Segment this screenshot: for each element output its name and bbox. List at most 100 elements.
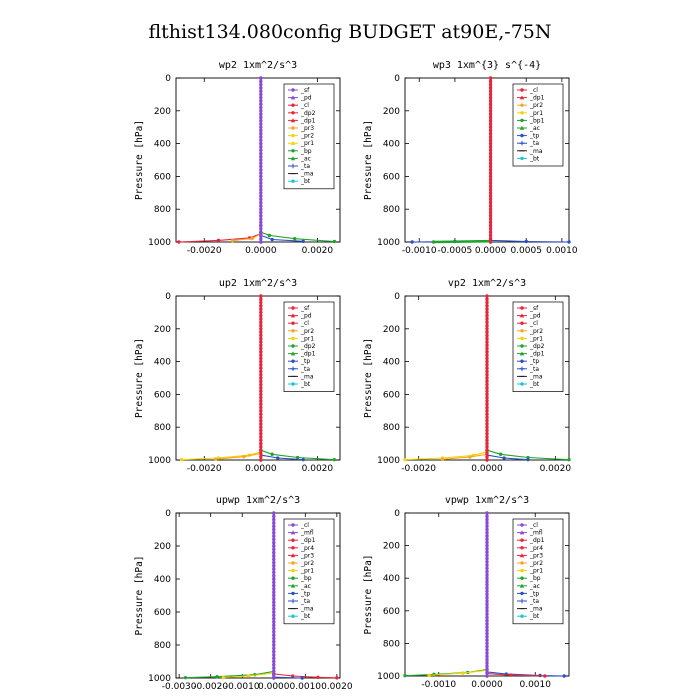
- profile-point: [272, 534, 276, 538]
- legend-label: _pd: [300, 313, 312, 320]
- profile-point: [272, 626, 276, 631]
- profile-point: [485, 547, 489, 551]
- legend-label: _mfl: [529, 530, 543, 537]
- profile-point: [485, 386, 489, 390]
- y-tick-label: 1000: [377, 672, 400, 682]
- profile-point: [259, 448, 263, 452]
- legend-marker: [291, 546, 295, 550]
- profile-point: [485, 412, 489, 416]
- profile-point: [485, 651, 489, 655]
- profile-point: [259, 412, 263, 416]
- legend-label: _cl: [300, 320, 309, 327]
- profile-point: [526, 457, 530, 462]
- profile-point: [259, 138, 263, 143]
- legend-marker: [291, 359, 295, 363]
- x-tick-label: -0.0020: [187, 246, 222, 256]
- profile-point: [509, 673, 513, 677]
- legend-label: _ta: [529, 598, 539, 605]
- legend-marker: [520, 538, 524, 542]
- chart-panel-4: vp2 1xm^2/s^3 Pressure [hPa] 0 200 400 600 800…: [363, 278, 571, 474]
- legend-label: _cl: [529, 87, 538, 94]
- legend-marker: [291, 591, 295, 596]
- y-tick-label: 1000: [148, 674, 171, 684]
- profile-point: [272, 527, 276, 532]
- profile-point: [259, 409, 263, 413]
- legend-marker: [291, 538, 295, 542]
- profile-point: [259, 227, 263, 231]
- profile-point: [259, 194, 263, 198]
- profile-point: [259, 297, 263, 301]
- profile-point: [488, 82, 493, 87]
- profile-point: [485, 661, 489, 665]
- profile-point: [485, 317, 489, 321]
- profile-point: [259, 451, 263, 456]
- profile-point: [567, 457, 571, 462]
- profile-point: [485, 458, 489, 462]
- profile-point: [488, 217, 493, 221]
- profile-point: [485, 376, 489, 380]
- profile-point: [485, 667, 489, 672]
- profile-point: [485, 654, 489, 659]
- legend-label: _pd: [529, 313, 541, 320]
- y-tick-label: 1000: [377, 238, 400, 248]
- profile-point: [427, 673, 431, 678]
- profile-point: [270, 452, 274, 456]
- profile-point: [272, 531, 276, 535]
- legend-marker: [520, 359, 524, 363]
- y-tick-label: 200: [154, 325, 171, 335]
- legend-marker: [290, 118, 296, 123]
- profile-point: [259, 323, 263, 328]
- profile-point: [488, 233, 493, 238]
- profile-point: [485, 592, 489, 597]
- profile-point: [272, 521, 276, 525]
- profile-point: [259, 181, 263, 185]
- x-tick-label: 0.0000: [245, 246, 277, 256]
- profile-point: [259, 392, 263, 397]
- profile-point: [272, 590, 276, 594]
- y-tick-label: 1000: [148, 456, 171, 466]
- profile-point: [272, 663, 276, 667]
- profile-point: [259, 112, 263, 116]
- profile-point: [543, 674, 547, 678]
- x-tick-label: 0.0000: [245, 464, 277, 474]
- profile-point: [485, 366, 489, 370]
- profile-point: [272, 574, 276, 578]
- profile-point: [272, 607, 276, 611]
- y-tick-label: 0: [394, 509, 400, 519]
- x-tick-label: -0.0030: [162, 682, 197, 692]
- legend: _sf_pd_cl_pr2_pr1_dp2_dp1_tp_ta_ma_bt: [283, 301, 335, 392]
- panel-title: vpwp 1xm^2/s^3: [445, 495, 529, 506]
- profile-point: [488, 187, 493, 192]
- profile-point: [259, 356, 263, 361]
- profile-point: [485, 658, 489, 662]
- legend-marker: [520, 329, 524, 333]
- profile-point: [485, 579, 489, 584]
- profile-point: [488, 128, 493, 133]
- legend-label: _bt: [529, 613, 540, 620]
- y-tick-label: 600: [154, 390, 171, 400]
- profile-point: [562, 674, 566, 678]
- profile-point: [259, 171, 263, 175]
- legend-label: _tp: [300, 358, 310, 365]
- profile-point: [488, 112, 493, 116]
- profile-point: [259, 151, 263, 156]
- legend-label: _pr2: [300, 328, 314, 335]
- profile-point: [485, 609, 489, 613]
- chart-panel-3: up2 1xm^2/s^3 Pressure [hPa] 0 200 400 600 800…: [134, 278, 341, 474]
- profile-point: [485, 530, 489, 535]
- profile-point: [272, 554, 276, 558]
- legend-marker: [291, 568, 295, 573]
- chart-panel-1: wp2 1xm^2/s^3 Pressure [hPa] 0 200 400 600 800…: [134, 60, 341, 256]
- profile-point: [485, 451, 489, 456]
- legend-marker: [291, 321, 295, 325]
- profile-point: [272, 593, 276, 598]
- profile-point: [488, 92, 493, 97]
- x-tick-label: -0.0020: [193, 682, 228, 692]
- legend-marker: [291, 133, 295, 138]
- legend-label: _pd: [300, 95, 312, 102]
- x-tick-label: 0.0000: [475, 246, 507, 256]
- legend-label: _ta: [529, 140, 539, 147]
- legend-label: _bt: [300, 178, 311, 185]
- profile-point: [272, 659, 276, 664]
- profile-point: [410, 240, 414, 244]
